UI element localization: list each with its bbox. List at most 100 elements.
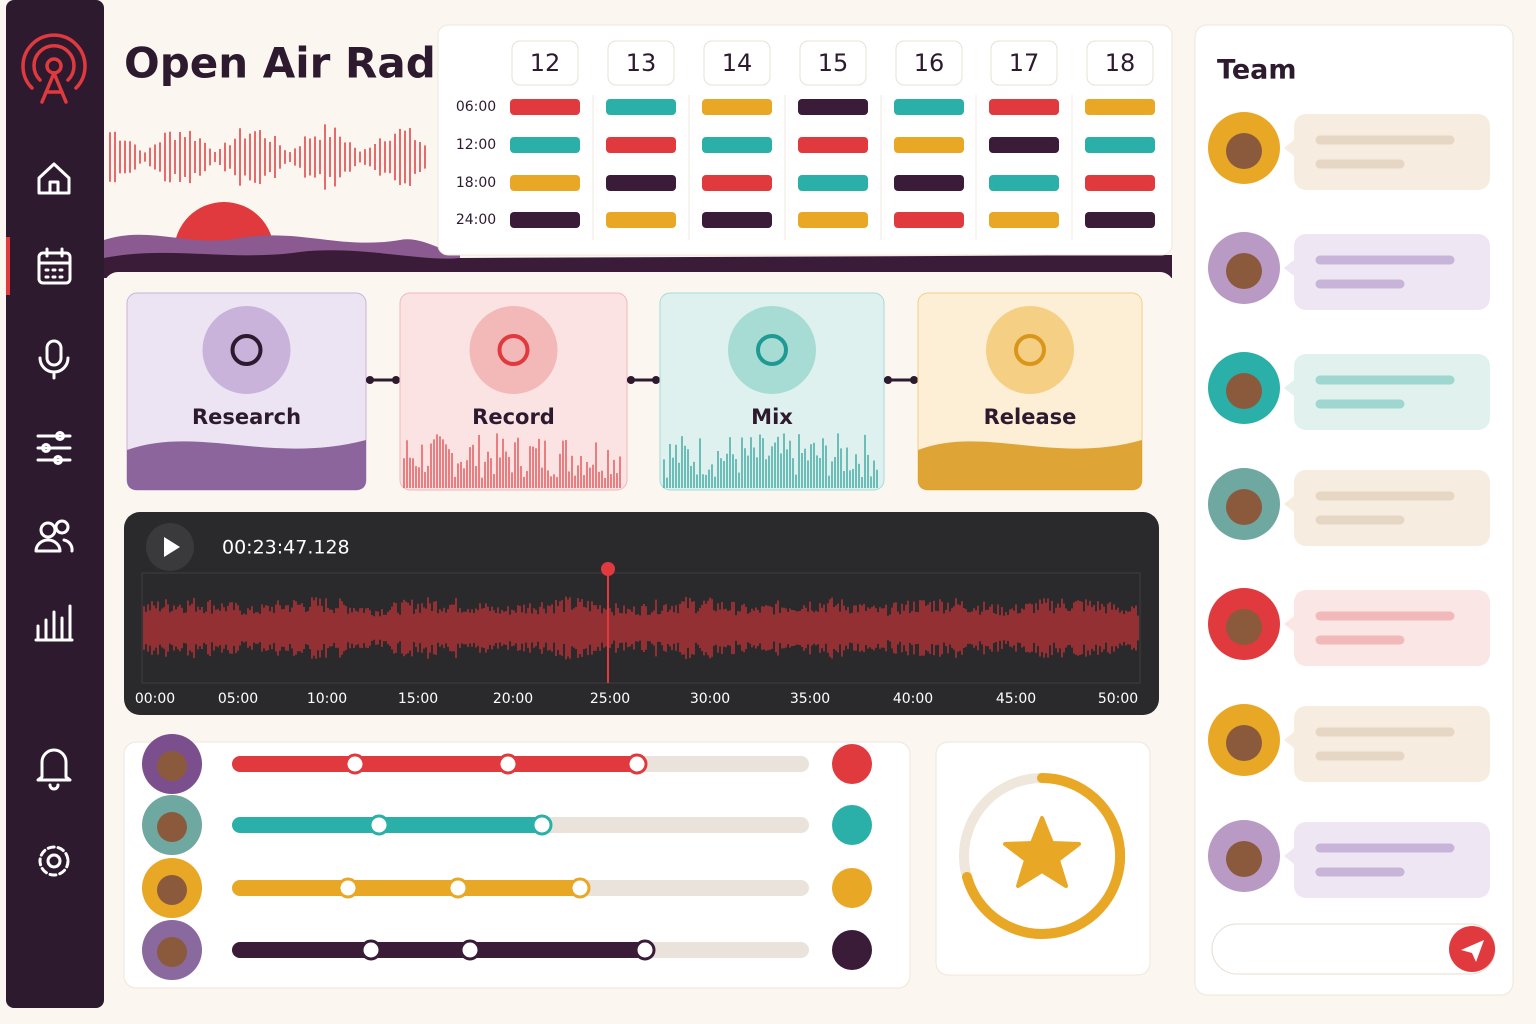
schedule-slot[interactable] (894, 137, 964, 153)
schedule-slot[interactable] (894, 175, 964, 191)
schedule-slot[interactable] (606, 99, 676, 115)
schedule-slot[interactable] (798, 99, 868, 115)
schedule-slot[interactable] (510, 212, 580, 228)
slider-knob[interactable] (497, 753, 519, 775)
day-label: 14 (722, 49, 753, 77)
step-icon-bg (986, 306, 1074, 394)
timeline-label: 05:00 (218, 691, 258, 707)
step-icon-bg (202, 306, 291, 394)
schedule-slot[interactable] (702, 212, 772, 228)
chat-bubble (1294, 470, 1490, 546)
schedule-slot[interactable] (798, 137, 868, 153)
track-icon[interactable] (832, 744, 872, 784)
timeline-label: 50:00 (1098, 691, 1138, 707)
bubble-tail (1284, 260, 1294, 276)
mic-icon[interactable] (38, 339, 70, 380)
bell-icon[interactable] (36, 748, 72, 791)
chat-bubble (1294, 354, 1490, 430)
schedule-slot[interactable] (989, 99, 1059, 115)
track-icon[interactable] (832, 805, 872, 845)
stats-icon[interactable] (34, 604, 74, 642)
schedule-slot[interactable] (894, 99, 964, 115)
timeline-label: 15:00 (398, 691, 438, 707)
star[interactable] (1003, 816, 1081, 888)
schedule-slot[interactable] (702, 137, 772, 153)
avatar-face (157, 937, 187, 967)
chat-bubble (1294, 590, 1490, 666)
hills-front (104, 250, 1172, 278)
slider-knob[interactable] (459, 939, 481, 961)
settings-sliders-icon[interactable] (36, 431, 72, 465)
schedule-slot[interactable] (989, 212, 1059, 228)
slider-knob[interactable] (447, 877, 469, 899)
calendar-icon[interactable] (37, 247, 72, 285)
schedule-slot[interactable] (510, 137, 580, 153)
progress-ring (962, 773, 1126, 939)
player-waveform (143, 596, 1139, 660)
track-fill (232, 880, 580, 896)
slider-knob[interactable] (368, 814, 390, 836)
slider-knob[interactable] (634, 939, 656, 961)
schedule-slot[interactable] (1085, 212, 1155, 228)
day-label: 17 (1009, 49, 1040, 77)
time-label: 24:00 (456, 212, 496, 228)
slider-knob[interactable] (344, 753, 366, 775)
step-label: Mix (751, 405, 793, 429)
schedule-slot[interactable] (989, 137, 1059, 153)
workflow-card[interactable]: Record (399, 292, 628, 491)
schedule-slot[interactable] (1085, 137, 1155, 153)
slider-knob[interactable] (360, 939, 382, 961)
slider-knob[interactable] (626, 753, 648, 775)
step-icon-bg (469, 306, 558, 394)
timeline-label: 35:00 (790, 691, 830, 707)
bubble-tail (1284, 616, 1294, 632)
timeline-label: 10:00 (307, 691, 347, 707)
workflow-card[interactable]: Mix (659, 292, 885, 491)
day-label: 16 (914, 49, 945, 77)
day-box (703, 40, 771, 86)
send-icon (1461, 940, 1484, 962)
bubble-tail (1284, 732, 1294, 748)
chat-bubble (1294, 114, 1490, 190)
timeline-label: 25:00 (590, 691, 630, 707)
track-icon[interactable] (832, 930, 872, 970)
slider-knob[interactable] (569, 877, 591, 899)
connector-dot (392, 376, 400, 384)
avatar-face (157, 812, 187, 842)
schedule-slot[interactable] (702, 175, 772, 191)
schedule-slot[interactable] (989, 175, 1059, 191)
home-icon[interactable] (37, 162, 71, 195)
schedule-slot[interactable] (1085, 99, 1155, 115)
team-avatar-face (1226, 253, 1262, 289)
team-avatar-face (1226, 841, 1262, 877)
workflow-card[interactable]: Release (917, 292, 1143, 491)
schedule-slot[interactable] (702, 99, 772, 115)
schedule-slot[interactable] (606, 212, 676, 228)
schedule-slot[interactable] (798, 212, 868, 228)
day-box (799, 40, 867, 86)
day-box (511, 40, 579, 86)
gear-icon[interactable] (38, 845, 70, 877)
playhead-knob[interactable] (601, 562, 615, 576)
schedule-slot[interactable] (510, 175, 580, 191)
slider-knob[interactable] (531, 814, 553, 836)
track-icon[interactable] (832, 868, 872, 908)
users-icon[interactable] (34, 519, 74, 553)
connector-dot (627, 376, 635, 384)
app-title: Open Air Radio (124, 39, 479, 88)
schedule-slot[interactable] (606, 175, 676, 191)
timeline-label: 40:00 (893, 691, 933, 707)
connector-dot (366, 376, 374, 384)
track-fill (232, 756, 637, 772)
schedule-slot[interactable] (894, 212, 964, 228)
schedule-slot[interactable] (510, 99, 580, 115)
timeline-label: 00:00 (135, 691, 175, 707)
slider-knob[interactable] (337, 877, 359, 899)
schedule-slot[interactable] (798, 175, 868, 191)
step-label: Release (984, 405, 1077, 429)
avatar-face (157, 751, 187, 781)
team-avatar-face (1226, 609, 1262, 645)
schedule-slot[interactable] (606, 137, 676, 153)
schedule-slot[interactable] (1085, 175, 1155, 191)
workflow-card[interactable]: Research (126, 292, 367, 491)
